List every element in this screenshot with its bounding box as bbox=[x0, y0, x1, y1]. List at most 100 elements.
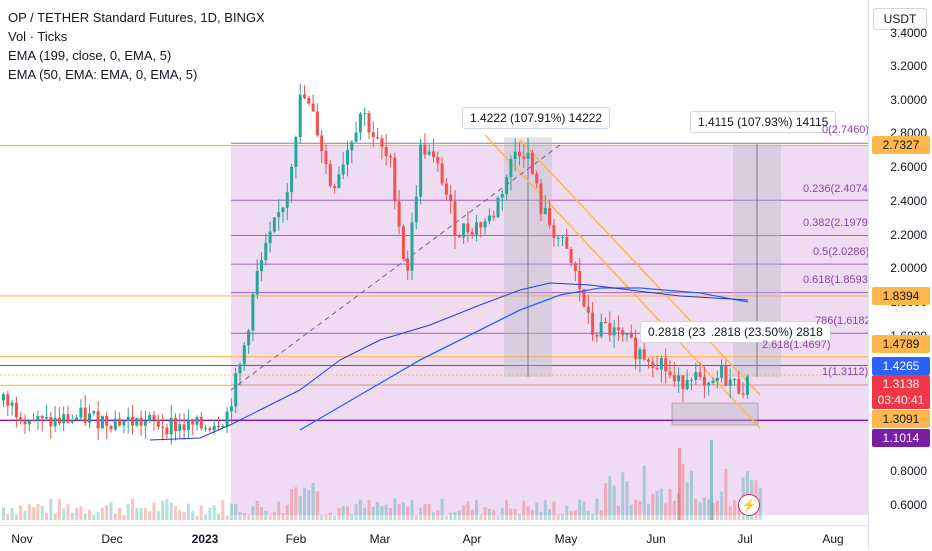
candle-body bbox=[556, 237, 560, 239]
volume-bar bbox=[40, 505, 44, 520]
candle-body bbox=[548, 208, 552, 226]
candle-body bbox=[432, 151, 435, 158]
volume-bar bbox=[655, 490, 659, 520]
time-axis[interactable]: Nov Dec 2023 Feb Mar Apr May Jun Jul Aug bbox=[0, 525, 868, 551]
candle-body bbox=[573, 262, 577, 272]
volume-bar bbox=[376, 501, 380, 520]
volume-bar bbox=[156, 511, 160, 520]
candle-body bbox=[14, 402, 18, 418]
volume-bar bbox=[561, 513, 564, 520]
candle-body bbox=[659, 358, 663, 370]
volume-bar bbox=[57, 498, 61, 520]
candle-body bbox=[457, 235, 461, 238]
candle-body bbox=[634, 337, 638, 360]
volume-bar bbox=[264, 510, 268, 520]
volume-bar bbox=[14, 514, 18, 520]
volume-bar bbox=[638, 501, 642, 520]
down-trendline-2 bbox=[519, 139, 761, 396]
candle-body bbox=[307, 97, 311, 104]
candle-body bbox=[561, 236, 564, 238]
volume-bar bbox=[672, 500, 676, 520]
time-axis-label: Apr bbox=[462, 532, 482, 546]
candle-body bbox=[720, 365, 724, 378]
candle-body bbox=[49, 417, 53, 427]
volume-bar bbox=[277, 501, 281, 520]
volume-bar bbox=[204, 514, 208, 520]
price-tick-label: 2.0000 bbox=[890, 261, 927, 275]
volume-bar bbox=[118, 507, 122, 520]
candle-body bbox=[376, 137, 380, 139]
price-scale[interactable]: USDT 3.4000 3.2000 3.0000 2.8000 2.6000 2.400… bbox=[868, 0, 932, 550]
measure-label-2[interactable]: 1.4115 (107.93%) 14115 bbox=[690, 111, 837, 133]
volume-bar bbox=[505, 499, 509, 520]
volume-bar bbox=[225, 515, 229, 520]
volume-bar bbox=[573, 510, 577, 520]
volume-bar bbox=[2, 507, 5, 520]
candle-body bbox=[586, 306, 590, 313]
candle-body bbox=[135, 417, 139, 426]
ema-indicator-label-2[interactable]: EMA (50, EMA: EMA, 0, EMA, 5) bbox=[8, 67, 198, 82]
candle-body bbox=[143, 420, 147, 426]
fib-level-5: 0.5(2.0286) bbox=[813, 246, 868, 258]
candle-body bbox=[272, 217, 276, 232]
volume-bar bbox=[423, 504, 427, 520]
candle-body bbox=[410, 222, 414, 271]
volume-bar bbox=[346, 506, 349, 520]
volume-bar bbox=[470, 509, 474, 520]
candle-body bbox=[672, 375, 676, 382]
candle-body bbox=[384, 146, 388, 157]
price-tick-label: 3.2000 bbox=[890, 59, 927, 73]
candle-body bbox=[350, 141, 354, 151]
measure-label-1[interactable]: 1.4222 (107.91%) 14222 bbox=[462, 107, 611, 129]
volume-bar bbox=[535, 502, 539, 520]
volume-bar bbox=[122, 515, 126, 520]
ema-indicator-label[interactable]: EMA (199, close, 0, EMA, 5) bbox=[8, 48, 172, 63]
candle-body bbox=[320, 135, 324, 152]
volume-bar bbox=[251, 506, 255, 520]
volume-bar bbox=[6, 513, 10, 520]
volume-bar bbox=[496, 514, 500, 520]
volume-bar bbox=[62, 508, 66, 520]
measure-label-4[interactable]: 0.2818 (23 bbox=[640, 321, 713, 343]
volume-bar bbox=[238, 511, 242, 520]
volume-bar bbox=[221, 499, 225, 520]
volume-bar bbox=[668, 488, 672, 520]
volume-bar bbox=[311, 483, 315, 520]
candle-body bbox=[608, 323, 612, 336]
volume-bar bbox=[260, 507, 263, 520]
volume-bar bbox=[578, 499, 582, 520]
volume-bar bbox=[449, 512, 453, 520]
measure-label-3[interactable]: 0.2818 (23.50%) 2818 bbox=[696, 321, 831, 343]
candle-body bbox=[638, 349, 642, 360]
volume-bar bbox=[397, 504, 401, 520]
volume-bar bbox=[707, 499, 711, 520]
candle-body bbox=[294, 137, 298, 167]
time-axis-label: Jun bbox=[646, 532, 666, 546]
volume-bar bbox=[685, 482, 689, 520]
candle-body bbox=[711, 380, 715, 383]
candle-body bbox=[23, 420, 27, 425]
candle-body bbox=[715, 377, 719, 381]
volume-bar bbox=[268, 514, 272, 520]
volume-bar bbox=[710, 440, 713, 520]
candle-body bbox=[552, 225, 556, 238]
candle-body bbox=[139, 417, 143, 426]
volume-bar bbox=[315, 491, 319, 520]
candle-body bbox=[604, 321, 607, 324]
volume-indicator-label[interactable]: Vol · Ticks bbox=[8, 29, 68, 44]
candle-body bbox=[19, 417, 23, 421]
volume-bar bbox=[367, 500, 371, 520]
chart-area[interactable]: OP / TETHER Standard Futures, 1D, BINGX … bbox=[0, 0, 868, 525]
currency-selector[interactable]: USDT bbox=[873, 8, 927, 30]
volume-bar bbox=[92, 514, 96, 520]
volume-bar bbox=[10, 508, 14, 520]
volume-bar bbox=[165, 499, 169, 520]
lightning-icon[interactable]: ⚡ bbox=[738, 494, 760, 516]
volume-bar bbox=[492, 510, 496, 520]
volume-bar bbox=[135, 508, 139, 520]
volume-bar bbox=[604, 483, 607, 520]
symbol-title[interactable]: OP / TETHER Standard Futures, 1D, BINGX bbox=[8, 10, 265, 25]
candle-body bbox=[616, 327, 620, 331]
volume-bar bbox=[440, 498, 444, 520]
candle-body bbox=[199, 416, 203, 429]
